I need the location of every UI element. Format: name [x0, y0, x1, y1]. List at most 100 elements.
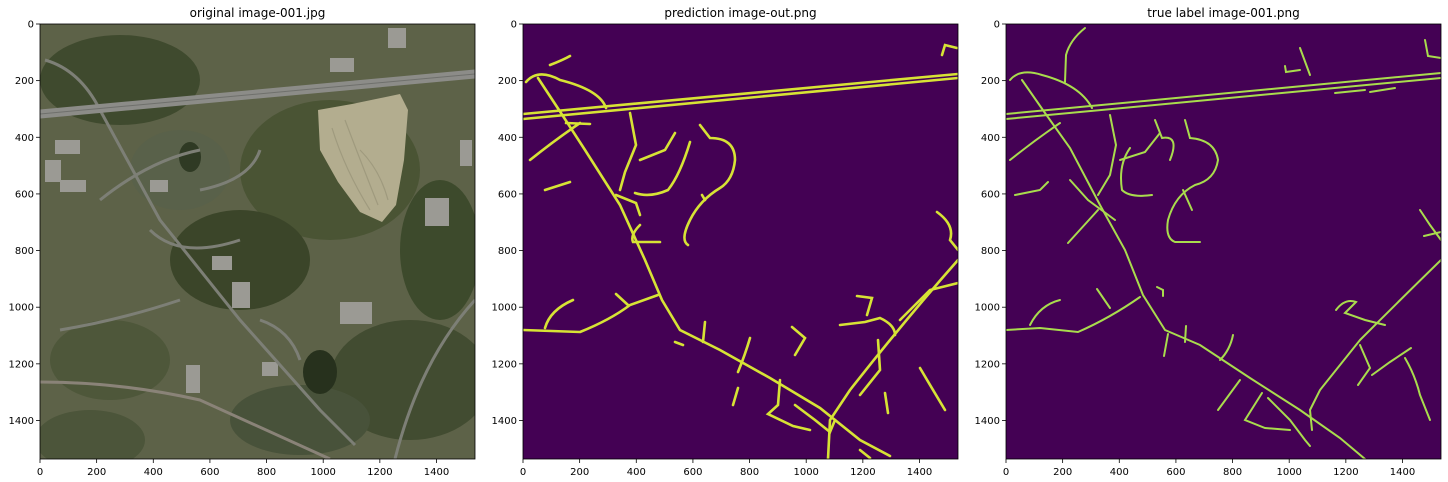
road — [564, 121, 592, 126]
road — [701, 320, 707, 344]
road — [731, 386, 740, 407]
road — [618, 111, 638, 192]
road — [1006, 296, 1141, 334]
panel-true-label: true label image-001.png — [975, 6, 1442, 479]
y-tick-label: 200 — [981, 76, 1000, 87]
road — [1097, 114, 1118, 196]
road — [765, 378, 812, 432]
road — [826, 258, 958, 459]
road — [1184, 325, 1187, 343]
x-tick-label: 400 — [627, 467, 646, 478]
road — [1096, 288, 1111, 309]
y-tick-label: 600 — [981, 189, 1000, 200]
road — [1120, 147, 1153, 197]
road — [1423, 231, 1441, 237]
x-tick-label: 400 — [144, 467, 163, 478]
y-tick-label: 600 — [498, 189, 517, 200]
panel-original: original image-001.jpg — [9, 6, 476, 479]
y-tick-label: 1400 — [492, 416, 517, 427]
y-tick-label: 0 — [994, 20, 1000, 31]
y-tick-label: 1000 — [9, 303, 34, 314]
road — [1182, 189, 1193, 211]
road — [1243, 392, 1291, 431]
road — [940, 43, 958, 57]
road — [1119, 132, 1161, 161]
road — [683, 123, 737, 247]
x-tick-label: 1200 — [367, 467, 392, 478]
y-tick-label: 1200 — [492, 359, 517, 370]
road — [1299, 47, 1311, 76]
x-tick-label: 800 — [257, 467, 276, 478]
y-tick-label: 800 — [498, 246, 517, 257]
road — [1371, 347, 1412, 376]
road — [536, 76, 892, 458]
road — [790, 325, 807, 357]
road — [1219, 334, 1234, 361]
road — [1064, 27, 1086, 83]
panel-title: prediction image-out.png — [664, 6, 816, 20]
x-tick-label: 1400 — [424, 467, 449, 478]
road — [793, 403, 837, 435]
x-tick-label: 200 — [1053, 467, 1072, 478]
mask-background — [1006, 24, 1441, 459]
photo-railway — [40, 380, 331, 459]
x-tick-label: 1400 — [907, 467, 932, 478]
mask-background — [523, 24, 958, 459]
road — [858, 448, 872, 459]
road — [673, 340, 685, 347]
road — [1404, 357, 1431, 421]
photo-buildings — [45, 28, 472, 393]
road — [1267, 397, 1311, 447]
road — [543, 180, 572, 192]
y-tick-label: 200 — [498, 76, 517, 87]
axis-ticks: 0 200 400 600 800 1000 1200 1400 0 200 400 600 800 10… — [9, 20, 450, 479]
road — [858, 338, 882, 397]
road — [1006, 77, 1441, 120]
axes-frame — [1005, 23, 1442, 460]
axis-ticks: 0 200 400 600 800 1000 1200 1400 0 200 400 600 800 10… — [975, 20, 1416, 479]
x-tick-label: 800 — [740, 467, 759, 478]
road — [548, 54, 572, 67]
road — [838, 316, 897, 337]
prediction-mask — [523, 24, 958, 459]
photo-pond — [179, 142, 201, 172]
y-tick-label: 1000 — [492, 303, 517, 314]
road — [1308, 259, 1441, 431]
road — [523, 293, 660, 334]
y-tick-label: 0 — [28, 20, 34, 31]
road — [1009, 71, 1093, 109]
road — [614, 292, 630, 307]
road — [1006, 72, 1441, 115]
y-tick-label: 1400 — [9, 416, 34, 427]
road — [1166, 119, 1220, 243]
road — [883, 391, 890, 415]
road — [633, 140, 692, 197]
y-tick-label: 800 — [981, 246, 1000, 257]
road — [1021, 79, 1366, 459]
road — [855, 294, 874, 317]
x-tick-label: 0 — [520, 467, 526, 478]
road — [1156, 286, 1164, 297]
label-roads — [1006, 27, 1441, 459]
x-tick-label: 800 — [1223, 467, 1242, 478]
road — [523, 76, 958, 121]
road — [1419, 209, 1441, 241]
axes-frame — [39, 23, 476, 460]
road — [631, 223, 662, 244]
axes-frame — [522, 23, 959, 460]
road — [523, 72, 958, 116]
x-tick-label: 200 — [87, 467, 106, 478]
x-tick-label: 600 — [200, 467, 219, 478]
x-tick-label: 1400 — [1390, 467, 1415, 478]
prediction-roads — [523, 43, 958, 459]
x-tick-label: 1000 — [793, 467, 818, 478]
aerial-photo — [40, 24, 475, 459]
road — [898, 281, 958, 322]
photo-streets — [44, 58, 475, 459]
road — [1067, 209, 1099, 244]
y-tick-label: 200 — [15, 76, 34, 87]
road — [1335, 300, 1386, 326]
road — [700, 193, 707, 202]
road — [1334, 89, 1366, 94]
